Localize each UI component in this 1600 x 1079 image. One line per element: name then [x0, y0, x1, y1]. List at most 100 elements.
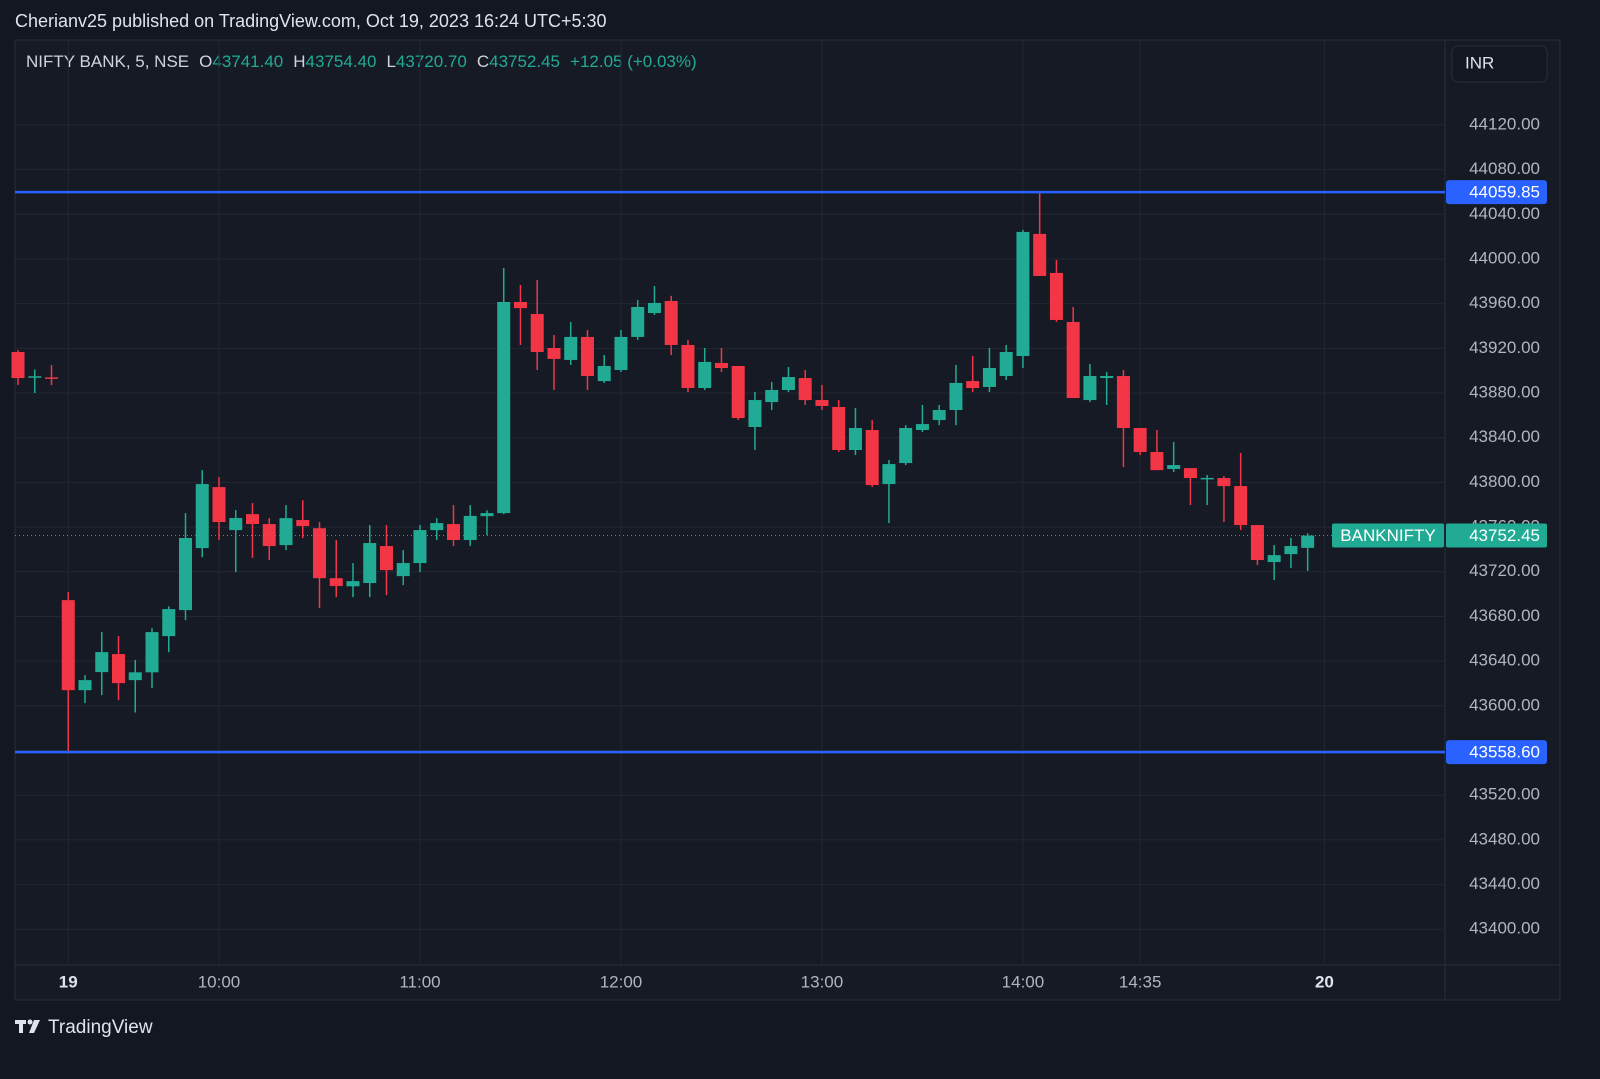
x-tick-label: 12:00	[600, 972, 643, 991]
candle-body	[396, 563, 410, 577]
price-badge	[1446, 180, 1547, 205]
candle-body	[1049, 272, 1063, 320]
candle-body	[1217, 478, 1231, 487]
ohlc-value: 43720.70	[396, 52, 467, 71]
candle-body	[848, 427, 862, 450]
candle-body	[714, 362, 728, 368]
candle-body	[815, 400, 829, 406]
candle-body	[162, 609, 176, 637]
candle-body	[999, 352, 1013, 377]
candle-body	[1033, 233, 1047, 276]
ohlc-label: O	[199, 52, 212, 71]
x-tick-label: 20	[1315, 972, 1334, 991]
price-badge-label: 43558.60	[1469, 743, 1540, 762]
candle-body	[112, 654, 126, 684]
candle-body	[1016, 231, 1030, 357]
ohlc-label: L	[386, 52, 395, 71]
candle-body	[212, 487, 226, 523]
x-tick-label: 19	[59, 972, 78, 991]
currency-button[interactable]	[1451, 45, 1548, 83]
candle-body	[28, 376, 42, 378]
symbol-badge	[1332, 523, 1444, 548]
candle-body	[346, 581, 360, 587]
candle-body	[681, 344, 695, 388]
candle-body	[698, 361, 712, 388]
candle-body	[1167, 465, 1181, 469]
ohlc-label: H	[293, 52, 305, 71]
x-tick-label: 14:35	[1119, 972, 1162, 991]
candle-body	[145, 632, 159, 673]
candle-body	[463, 515, 477, 541]
ohlc-value: 43741.40	[212, 52, 283, 71]
candle-body	[329, 578, 343, 587]
candle-body	[748, 400, 762, 427]
candle-body	[832, 406, 846, 450]
y-tick-label: 43920.00	[1469, 338, 1540, 357]
y-tick-label: 43400.00	[1469, 919, 1540, 938]
candle-body	[647, 302, 661, 314]
candle-body	[580, 336, 594, 377]
candle-body	[1150, 452, 1164, 471]
brand-logo	[15, 1019, 40, 1033]
symbol: NIFTY BANK, 5, NSE	[26, 52, 189, 71]
candle-body	[899, 427, 913, 464]
candle-body	[363, 543, 377, 584]
candle-body	[597, 365, 611, 382]
candle-body	[262, 524, 276, 547]
y-tick-label: 43440.00	[1469, 874, 1540, 893]
candle-body	[1100, 376, 1114, 379]
candle-body	[1083, 376, 1097, 401]
candle-body	[966, 381, 980, 388]
candle-body	[379, 546, 393, 571]
symbol-badge-label: BANKNIFTY	[1340, 526, 1435, 545]
y-tick-label: 43960.00	[1469, 293, 1540, 312]
candle-body	[413, 530, 427, 564]
candle-body	[664, 300, 678, 345]
candle-body	[179, 538, 193, 611]
y-tick-label: 44120.00	[1469, 114, 1540, 133]
candle-body	[798, 378, 812, 401]
candle-body	[982, 367, 996, 387]
currency[interactable]: INR	[1465, 53, 1494, 72]
price-badge	[1446, 740, 1547, 765]
candle-body	[11, 352, 25, 379]
candle-body	[547, 347, 561, 359]
price-badge	[1446, 523, 1547, 548]
candle-body	[195, 484, 209, 549]
candle-body	[1284, 546, 1298, 555]
x-tick-label: 14:00	[1002, 972, 1045, 991]
candle-body	[1267, 555, 1281, 563]
candle-body	[312, 528, 326, 579]
candle-body	[128, 672, 142, 681]
candle-body	[513, 301, 527, 309]
y-tick-label: 43480.00	[1469, 829, 1540, 848]
y-tick-label: 43880.00	[1469, 383, 1540, 402]
candle-body	[631, 306, 645, 337]
candle-body	[731, 365, 745, 419]
legend: NIFTY BANK, 5, NSE O43741.40 H43754.40 L437…	[26, 52, 697, 71]
candle-body	[229, 518, 243, 531]
brand: TradingView	[48, 1017, 153, 1038]
y-tick-label: 43720.00	[1469, 561, 1540, 580]
candle-body	[865, 429, 879, 486]
price-badge-label: 44059.85	[1469, 183, 1540, 202]
y-tick-label: 43520.00	[1469, 785, 1540, 804]
y-tick-label: 44080.00	[1469, 159, 1540, 178]
candle-body	[78, 680, 92, 691]
candle-body	[530, 314, 544, 353]
candle-body	[279, 518, 293, 546]
candle-body	[949, 382, 963, 410]
candle-body	[1250, 525, 1264, 561]
y-tick-label: 44040.00	[1469, 204, 1540, 223]
candle-body	[1301, 535, 1315, 548]
candle-body	[480, 513, 494, 517]
ohlc-value: 43752.45	[489, 52, 560, 71]
candle-body	[932, 410, 946, 421]
candle-body	[296, 520, 310, 527]
candle-body	[497, 301, 511, 514]
candle-body	[614, 336, 628, 371]
candle-body	[1116, 376, 1130, 428]
candle-body	[882, 464, 896, 485]
y-tick-label: 43840.00	[1469, 427, 1540, 446]
